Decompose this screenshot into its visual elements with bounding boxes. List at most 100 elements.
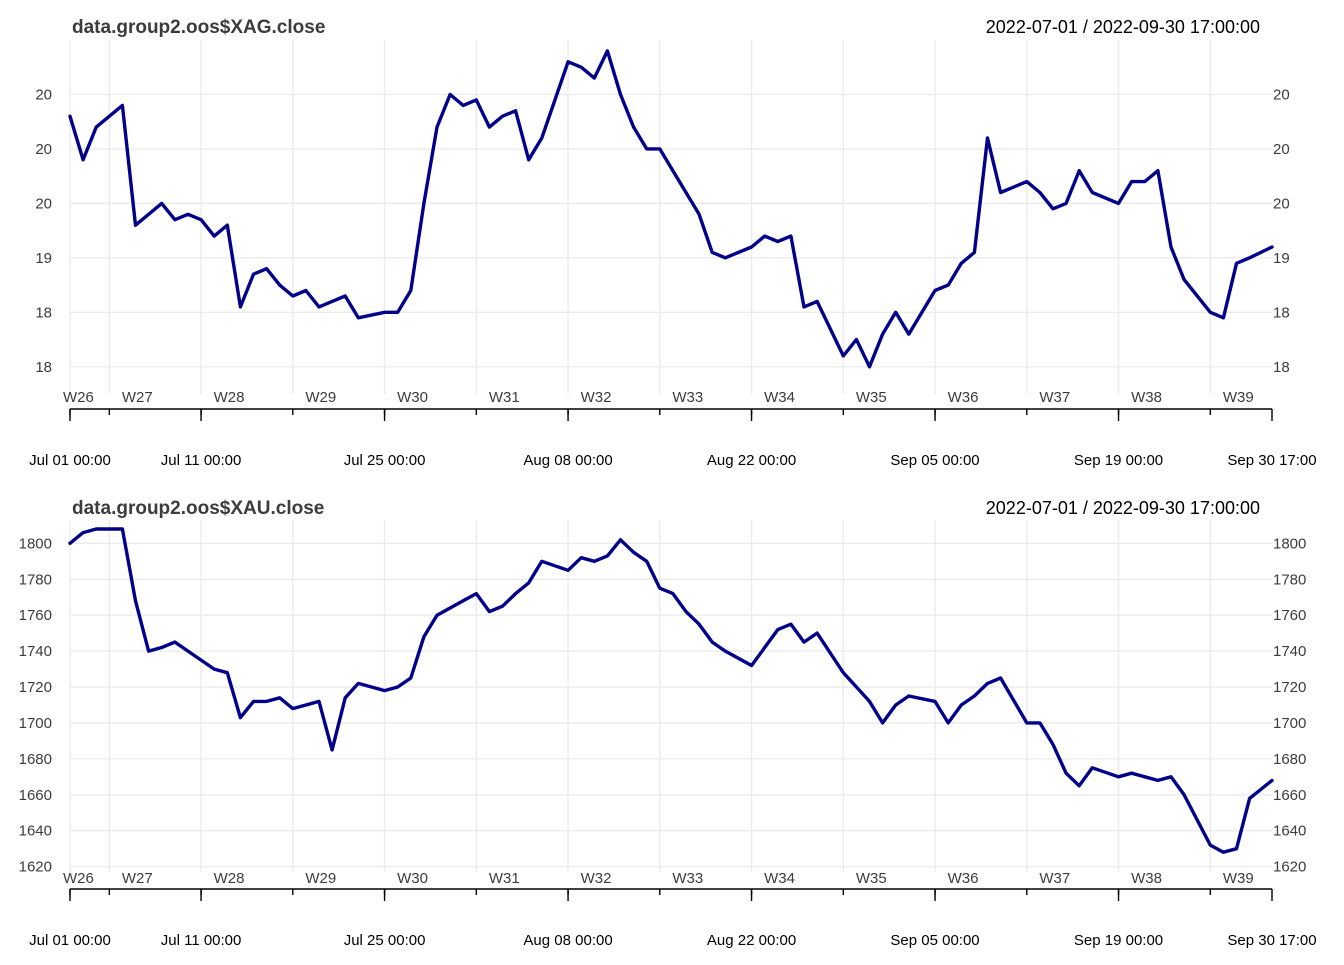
data-point [802, 305, 806, 309]
data-point [68, 114, 72, 118]
data-point [81, 158, 85, 162]
data-point [1222, 316, 1225, 320]
data-point [343, 294, 347, 298]
data-point [933, 289, 937, 292]
data-point [461, 104, 465, 107]
week-label: W36 [948, 870, 979, 887]
data-point [959, 261, 963, 265]
data-point [304, 703, 308, 707]
data-point [815, 631, 819, 635]
data-point [723, 256, 727, 260]
data-point [566, 60, 570, 64]
data-point [94, 125, 98, 129]
data-point [422, 635, 426, 639]
data-point [147, 212, 151, 216]
data-point [907, 694, 911, 698]
y-tick-label-right: 1720 [1273, 679, 1306, 696]
data-point [291, 707, 295, 710]
data-point [173, 640, 177, 644]
data-point [959, 703, 963, 707]
date-label: Jul 01 00:00 [29, 452, 111, 469]
date-range-label: 2022-07-01 / 2022-09-30 17:00:00 [986, 498, 1260, 518]
data-point [1143, 180, 1147, 184]
data-point [173, 218, 177, 222]
data-point [671, 169, 675, 173]
week-label: W28 [214, 389, 245, 406]
date-label: Sep 19 00:00 [1074, 932, 1163, 949]
y-tick-label-left: 18 [35, 359, 52, 376]
y-tick-label-left: 20 [35, 141, 52, 158]
data-point [134, 599, 137, 603]
data-point [304, 289, 308, 292]
y-tick-label-right: 20 [1273, 86, 1290, 103]
data-point [343, 696, 347, 700]
data-point [225, 223, 229, 227]
week-label: W37 [1039, 870, 1070, 887]
data-point [894, 703, 898, 707]
data-point [1038, 191, 1042, 194]
data-point [501, 604, 504, 608]
week-label: W32 [581, 870, 612, 887]
data-point [841, 354, 845, 358]
week-label: W39 [1223, 389, 1254, 406]
week-label: W27 [122, 389, 153, 406]
data-point [239, 305, 242, 309]
week-label: W34 [764, 389, 795, 406]
data-point [1270, 779, 1274, 782]
data-point [278, 696, 282, 700]
series-line [68, 49, 1274, 369]
data-point [1248, 797, 1251, 800]
week-label: W27 [122, 870, 153, 887]
data-point [147, 649, 151, 653]
y-tick-label-right: 18 [1273, 359, 1290, 376]
data-point [697, 212, 701, 216]
data-point [121, 104, 124, 107]
y-tick-label-right: 18 [1273, 304, 1290, 321]
data-point [1090, 766, 1094, 770]
data-point [396, 685, 400, 689]
data-point [1064, 202, 1068, 205]
y-tick-label-left: 1620 [19, 859, 52, 876]
data-point [94, 527, 98, 531]
y-tick-label-left: 1760 [19, 607, 52, 624]
data-point [68, 541, 72, 545]
data-point [671, 592, 675, 595]
data-point [422, 202, 426, 205]
data-point [750, 664, 753, 667]
data-point [160, 646, 164, 649]
y-tick-label-left: 1660 [19, 787, 52, 804]
data-point [986, 136, 989, 140]
week-label: W39 [1223, 870, 1254, 887]
date-label: Jul 11 00:00 [161, 452, 242, 469]
data-point [579, 65, 583, 69]
data-point [973, 251, 976, 254]
y-tick-label-right: 1800 [1273, 535, 1306, 552]
data-point [383, 310, 386, 314]
data-point [383, 689, 386, 692]
week-label: W32 [581, 389, 612, 406]
date-label: Sep 05 00:00 [890, 932, 979, 949]
data-point [1235, 847, 1238, 851]
data-point [815, 300, 819, 303]
data-point [841, 671, 845, 675]
data-point [619, 93, 622, 96]
date-range-label: 2022-07-01 / 2022-09-30 17:00:00 [986, 17, 1260, 37]
data-point [1222, 850, 1225, 854]
week-label: W30 [397, 389, 428, 406]
data-point [946, 721, 950, 725]
date-label: Aug 08 00:00 [523, 452, 612, 469]
data-point [855, 338, 858, 341]
data-point [789, 234, 793, 238]
date-label: Aug 22 00:00 [707, 932, 796, 949]
chart-title: data.group2.oos$XAU.close [72, 498, 324, 519]
data-point [1143, 775, 1147, 779]
data-point [789, 622, 793, 626]
y-tick-label-right: 1780 [1273, 571, 1306, 588]
data-point [1038, 721, 1042, 725]
data-point [1156, 779, 1160, 782]
week-label: W33 [672, 870, 703, 887]
data-point [1248, 256, 1251, 260]
y-tick-label-right: 19 [1273, 250, 1290, 267]
data-point [1130, 180, 1133, 184]
y-tick-label-left: 1800 [19, 535, 52, 552]
